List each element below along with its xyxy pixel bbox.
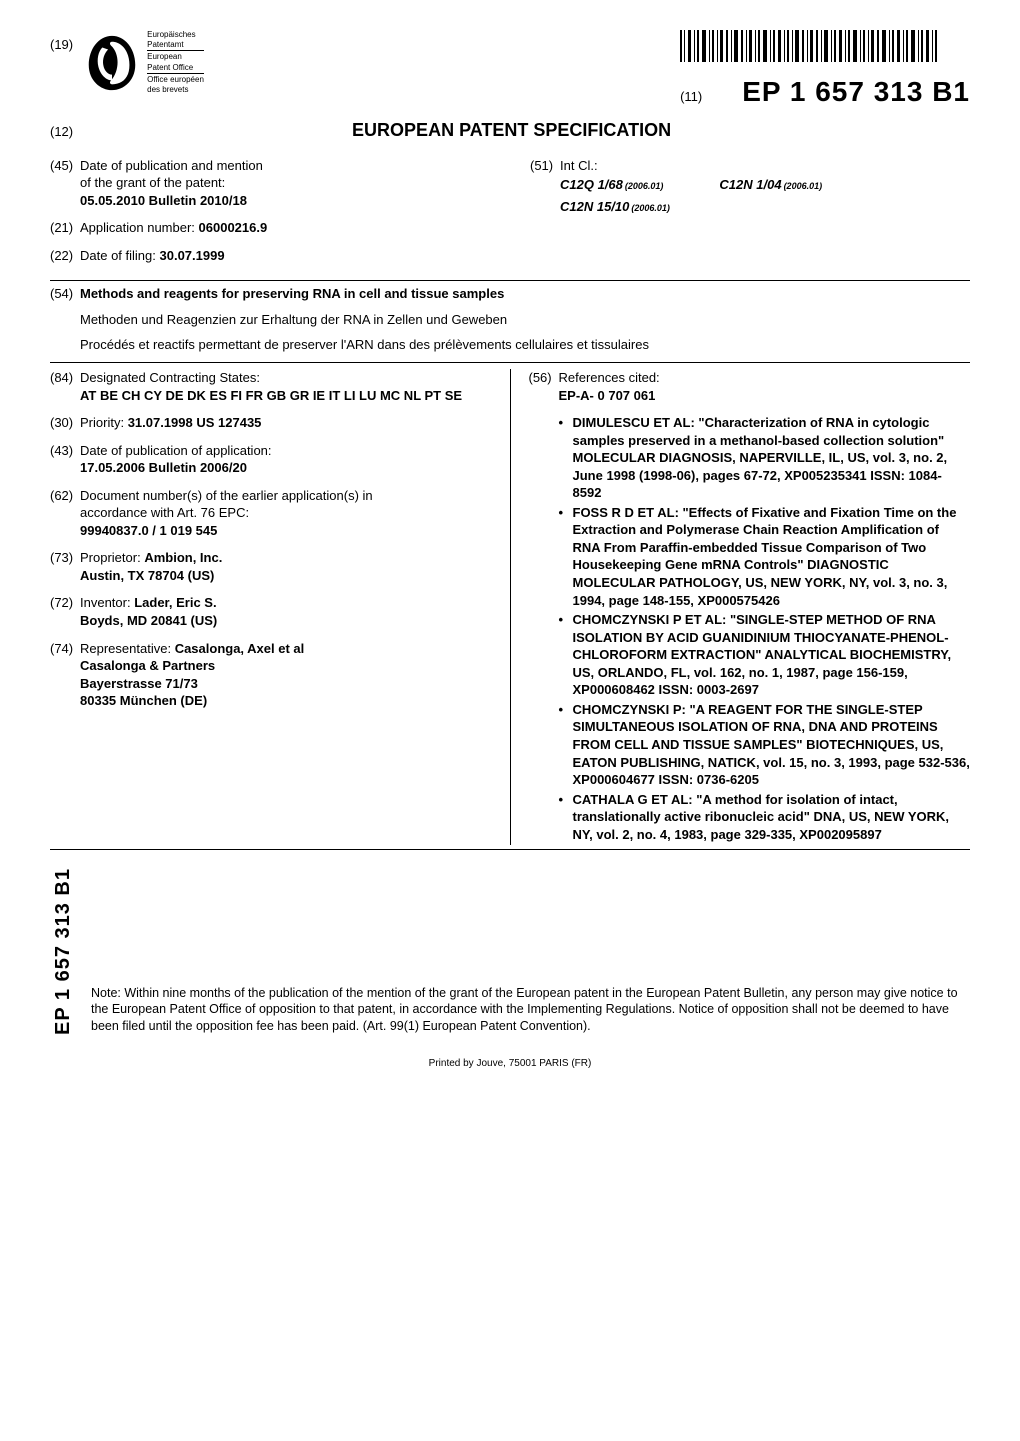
tag-22: (22) [50, 247, 80, 265]
title-de: Methoden und Reagenzien zur Erhaltung de… [80, 311, 970, 329]
reference-item: FOSS R D ET AL: "Effects of Fixative and… [559, 504, 971, 609]
e72-v1: Lader, Eric S. [134, 595, 216, 610]
lower-block: (84) Designated Contracting States: AT BE… [50, 369, 970, 845]
tag-56: (56) [529, 369, 559, 404]
spine-number: EP 1 657 313 B1 [50, 868, 77, 1035]
entry-30: (30) Priority: 31.07.1998 US 127435 [50, 414, 492, 432]
reference-item: CHOMCZYNSKI P: "A REAGENT FOR THE SINGLE… [559, 701, 971, 789]
title-fr: Procédés et reactifs permettant de prese… [80, 336, 970, 354]
e73-v2: Austin, TX 78704 (US) [80, 568, 214, 583]
logo-label: Patentamt [147, 40, 204, 49]
e62-l2: accordance with Art. 76 EPC: [80, 505, 249, 520]
tag-45: (45) [50, 157, 80, 210]
divider [50, 280, 970, 281]
entry-51: (51) Int Cl.: C12Q 1/68(2006.01) C12N 1/… [530, 157, 970, 216]
entry-56: (56) References cited: EP-A- 0 707 061 [529, 369, 971, 404]
entry-72: (72) Inventor: Lader, Eric S. Boyds, MD 2… [50, 594, 492, 629]
e21-value: 06000216.9 [199, 220, 268, 235]
ipc-item: C12N 15/10(2006.01) [560, 198, 670, 216]
e56-label: References cited: [559, 370, 660, 385]
tag-72: (72) [50, 594, 80, 629]
logo-label: des brevets [147, 85, 204, 94]
tag-73: (73) [50, 549, 80, 584]
logo-label: European [147, 52, 204, 61]
title-en: Methods and reagents for preserving RNA … [80, 285, 970, 303]
tag-74: (74) [50, 640, 80, 710]
logo-label: Europäisches [147, 30, 204, 39]
ipc-item: C12Q 1/68(2006.01) [560, 176, 663, 194]
logo-label: Office européen [147, 75, 204, 84]
upper-block: (45) Date of publication and mention of … [50, 157, 970, 275]
barcode-icon [680, 30, 940, 62]
epo-logo: Europäisches Patentamt European Patent O… [81, 30, 204, 95]
e43-value: 17.05.2006 Bulletin 2006/20 [80, 460, 247, 475]
e56-value: EP-A- 0 707 061 [559, 388, 656, 403]
e74-label: Representative: [80, 641, 171, 656]
tag-43: (43) [50, 442, 80, 477]
entry-22: (22) Date of filing: 30.07.1999 [50, 247, 490, 265]
e30-label: Priority: [80, 415, 124, 430]
header-right: (11) EP 1 657 313 B1 [680, 30, 970, 110]
logo-labels: Europäisches Patentamt European Patent O… [147, 30, 204, 95]
footer: EP 1 657 313 B1 Note: Within nine months… [50, 868, 970, 1035]
entry-45: (45) Date of publication and mention of … [50, 157, 490, 210]
entry-74: (74) Representative: Casalonga, Axel et … [50, 640, 492, 710]
e74-v2: Bayerstrasse 71/73 [80, 676, 198, 691]
spec-title-row: (12) EUROPEAN PATENT SPECIFICATION [50, 118, 970, 142]
e74-v0: Casalonga, Axel et al [175, 641, 305, 656]
e45-line2: of the grant of the patent: [80, 175, 225, 190]
e74-v3: 80335 München (DE) [80, 693, 207, 708]
e62-value: 99940837.0 / 1 019 545 [80, 523, 217, 538]
entry-84: (84) Designated Contracting States: AT BE… [50, 369, 492, 404]
reference-item: DIMULESCU ET AL: "Characterization of RN… [559, 414, 971, 502]
entry-62: (62) Document number(s) of the earlier a… [50, 487, 492, 540]
tag-54: (54) [50, 285, 80, 303]
logo-label: Patent Office [147, 63, 204, 72]
barcode [680, 30, 970, 67]
tag-12: (12) [50, 123, 73, 141]
block-54: (54) Methods and reagents for preserving… [50, 285, 970, 354]
reference-item: CATHALA G ET AL: "A method for isolation… [559, 791, 971, 844]
e73-v1: Ambion, Inc. [144, 550, 222, 565]
tag-30: (30) [50, 414, 80, 432]
tag-21: (21) [50, 219, 80, 237]
entry-43: (43) Date of publication of application:… [50, 442, 492, 477]
e72-v2: Boyds, MD 20841 (US) [80, 613, 217, 628]
footer-note: Note: Within nine months of the publicat… [91, 985, 970, 1036]
e84-value: AT BE CH CY DE DK ES FI FR GB GR IE IT L… [80, 388, 462, 403]
publication-number: EP 1 657 313 B1 [742, 73, 970, 111]
e21-label: Application number: [80, 220, 195, 235]
header: (19) Europäisches Patentamt European Pat… [50, 30, 970, 110]
tag-84: (84) [50, 369, 80, 404]
tag-51: (51) [530, 157, 560, 216]
e51-label: Int Cl.: [560, 158, 598, 173]
entry-21: (21) Application number: 06000216.9 [50, 219, 490, 237]
ipc-list: C12Q 1/68(2006.01) C12N 1/04(2006.01) C1… [560, 176, 970, 215]
tag-19: (19) [50, 36, 73, 54]
e22-value: 30.07.1999 [160, 248, 225, 263]
reference-item: CHOMCZYNSKI P ET AL: "SINGLE-STEP METHOD… [559, 611, 971, 699]
tag-62: (62) [50, 487, 80, 540]
e45-value: 05.05.2010 Bulletin 2010/18 [80, 193, 247, 208]
entry-73: (73) Proprietor: Ambion, Inc. Austin, TX … [50, 549, 492, 584]
e30-value: 31.07.1998 US 127435 [128, 415, 262, 430]
references-list: DIMULESCU ET AL: "Characterization of RN… [559, 414, 971, 843]
e74-v1: Casalonga & Partners [80, 658, 215, 673]
e45-line1: Date of publication and mention [80, 158, 263, 173]
epo-logo-icon [81, 32, 143, 94]
e84-label: Designated Contracting States: [80, 370, 260, 385]
e43-label: Date of publication of application: [80, 443, 272, 458]
e22-label: Date of filing: [80, 248, 156, 263]
e73-label: Proprietor: [80, 550, 141, 565]
printed-by: Printed by Jouve, 75001 PARIS (FR) [50, 1057, 970, 1071]
divider [50, 849, 970, 850]
e72-label: Inventor: [80, 595, 131, 610]
tag-11: (11) [680, 88, 702, 106]
ipc-item: C12N 1/04(2006.01) [719, 176, 822, 194]
spec-title: EUROPEAN PATENT SPECIFICATION [113, 118, 910, 142]
divider [50, 362, 970, 363]
e62-l1: Document number(s) of the earlier applic… [80, 488, 373, 503]
